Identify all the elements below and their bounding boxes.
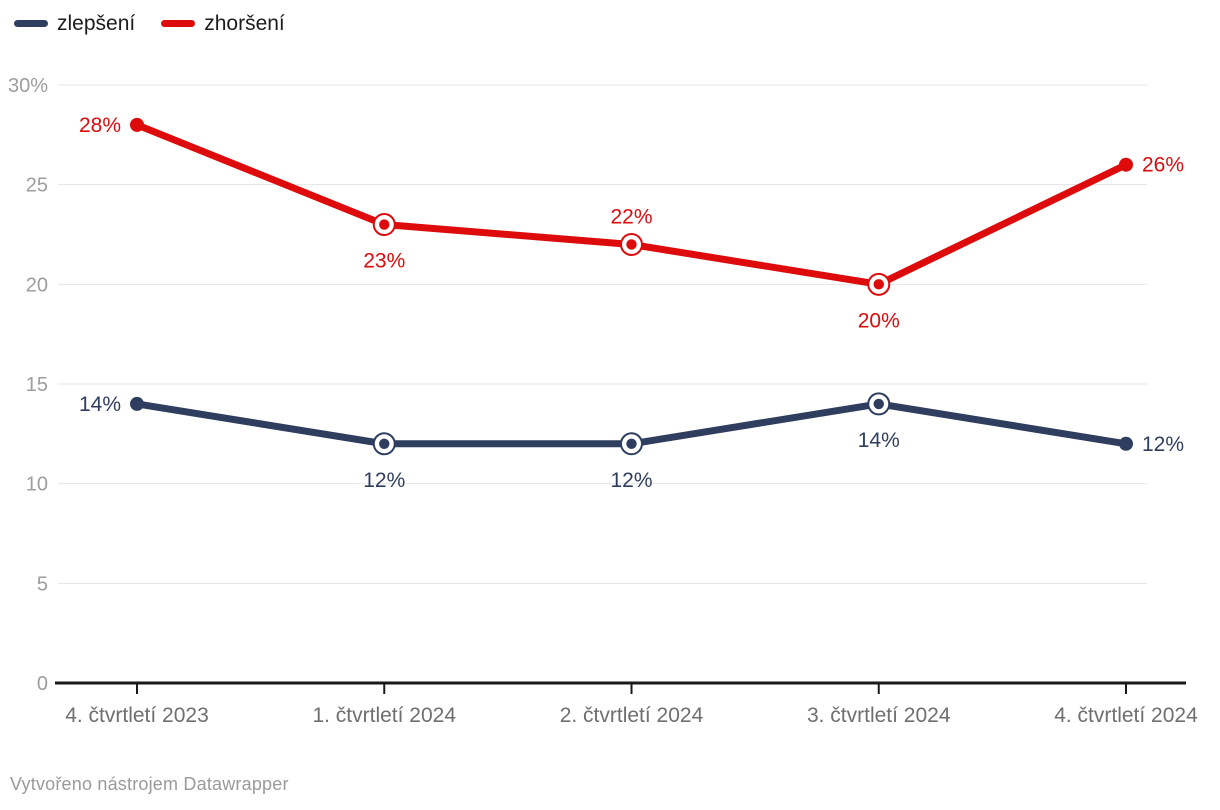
data-point-label: 22% bbox=[610, 205, 652, 228]
y-tick-label: 30% bbox=[8, 75, 48, 97]
data-point-label: 20% bbox=[858, 309, 900, 332]
x-tick-label: 4. čtvrtletí 2023 bbox=[65, 704, 209, 727]
data-point bbox=[130, 396, 144, 411]
legend-item-zlepšení: zlepšení bbox=[14, 13, 135, 34]
data-point-label: 12% bbox=[610, 469, 652, 492]
data-point bbox=[130, 117, 144, 132]
x-tick-label: 3. čtvrtletí 2024 bbox=[807, 704, 951, 727]
data-point bbox=[626, 239, 637, 250]
legend-swatch-icon bbox=[14, 20, 48, 27]
data-point-label: 23% bbox=[363, 250, 405, 273]
data-point bbox=[873, 279, 884, 290]
data-point bbox=[379, 219, 390, 230]
legend-item-zhoršení: zhoršení bbox=[161, 13, 285, 34]
data-point-label: 14% bbox=[79, 393, 121, 416]
x-tick-label: 4. čtvrtletí 2024 bbox=[1054, 704, 1198, 727]
data-point bbox=[379, 438, 390, 449]
data-point bbox=[626, 438, 637, 449]
y-tick-label: 25 bbox=[26, 175, 48, 197]
data-point-label: 12% bbox=[1142, 433, 1184, 456]
line-chart: 0 5 10 15 20 25 30% 4. čtvrtletí 2023 1. čtvrtle… bbox=[8, 75, 1198, 727]
y-tick-label: 0 bbox=[37, 673, 48, 695]
y-tick-label: 15 bbox=[26, 374, 48, 396]
y-tick-label: 20 bbox=[26, 274, 48, 296]
data-point bbox=[1119, 436, 1133, 451]
data-point bbox=[873, 398, 884, 410]
y-tick-label: 10 bbox=[26, 474, 48, 496]
legend: zlepšení zhoršení bbox=[14, 13, 285, 34]
data-point-label: 26% bbox=[1142, 154, 1184, 177]
x-tick-label: 2. čtvrtletí 2024 bbox=[560, 704, 704, 727]
data-point-label: 14% bbox=[858, 429, 900, 452]
chart-svg: 0 5 10 15 20 25 30% 4. čtvrtletí 2023 1. čtvrtle… bbox=[8, 75, 1198, 727]
data-point-label: 28% bbox=[79, 114, 121, 137]
data-point-label: 12% bbox=[363, 469, 405, 492]
legend-swatch-icon bbox=[161, 20, 196, 27]
datawrapper-attribution: Vytvořeno nástrojem Datawrapper bbox=[10, 774, 289, 794]
data-point bbox=[1119, 157, 1133, 172]
x-tick-label: 1. čtvrtletí 2024 bbox=[312, 704, 456, 727]
legend-label: zlepšení bbox=[57, 12, 136, 35]
y-tick-label: 5 bbox=[37, 573, 48, 595]
legend-label: zhoršení bbox=[204, 12, 285, 35]
